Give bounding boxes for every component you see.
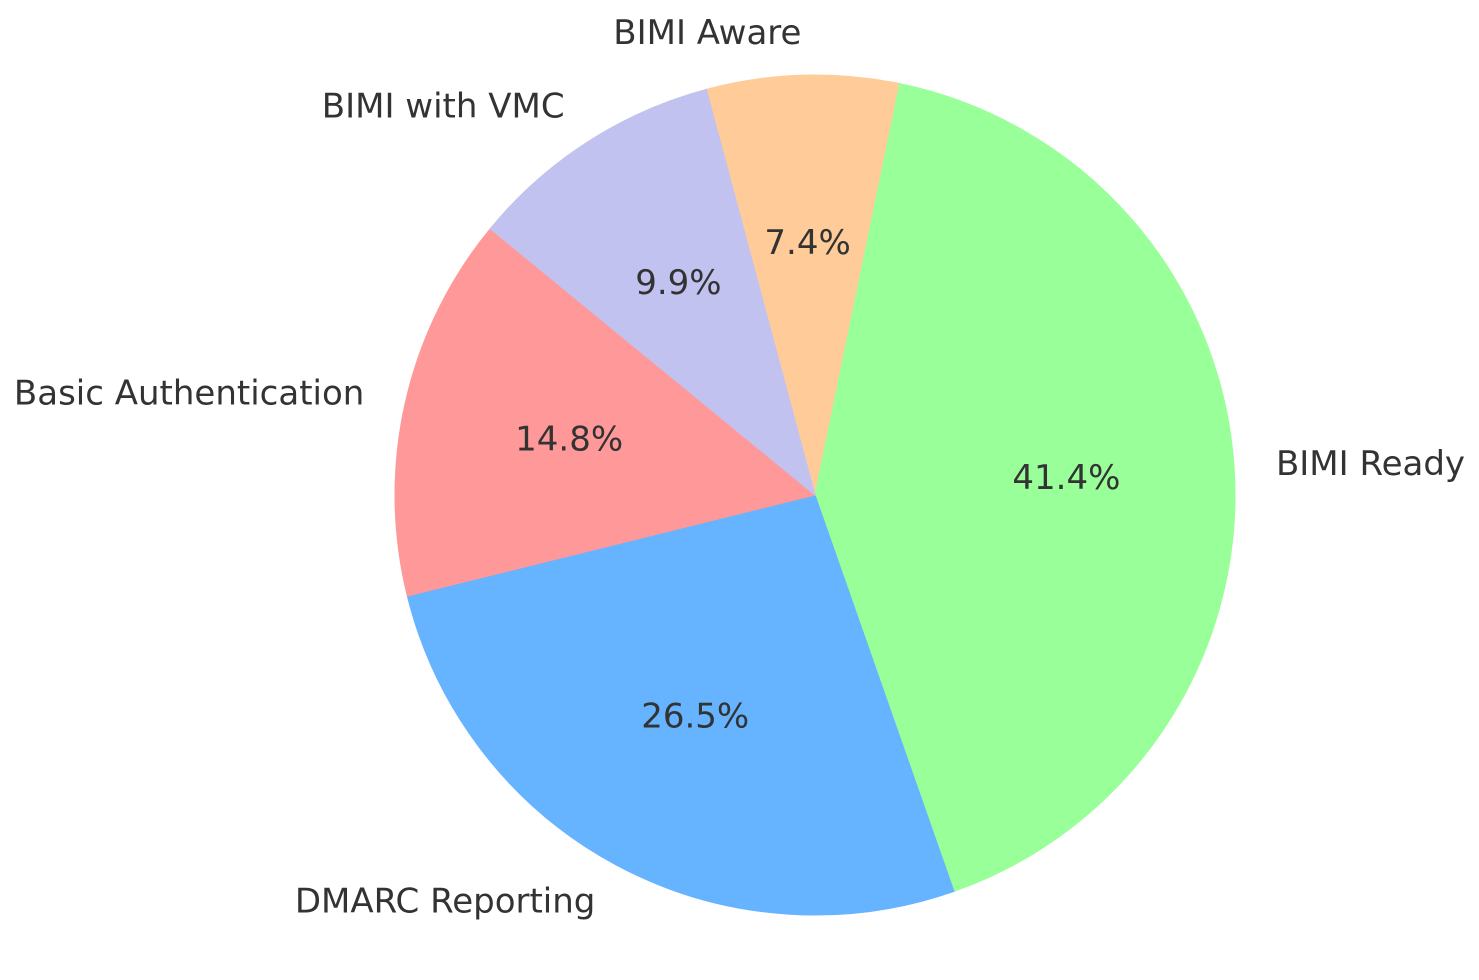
pie-slice-bimi-aware bbox=[705, 74, 901, 496]
pie-label-dmarc-reporting: DMARC Reporting bbox=[295, 881, 596, 921]
pie-label-bimi-aware: BIMI Aware bbox=[613, 13, 801, 53]
pie-pct-bimi-with-vmc: 9.9% bbox=[635, 263, 721, 303]
pie-slice-bimi-ready bbox=[814, 83, 1236, 892]
pie-slice-basic-authentication bbox=[394, 227, 817, 597]
pie-label-basic-authentication: Basic Authentication bbox=[14, 373, 364, 413]
pie-pct-bimi-aware: 7.4% bbox=[764, 223, 850, 263]
pie-label-bimi-ready: BIMI Ready bbox=[1276, 444, 1465, 484]
pie-slice-dmarc-reporting bbox=[406, 494, 955, 916]
pie-slice-bimi-with-vmc bbox=[489, 88, 816, 497]
pie-pct-bimi-ready: 41.4% bbox=[1012, 458, 1120, 498]
pie-pct-dmarc-reporting: 26.5% bbox=[641, 697, 749, 737]
pie-label-bimi-with-vmc: BIMI with VMC bbox=[322, 87, 565, 127]
pie-pct-basic-authentication: 14.8% bbox=[515, 420, 623, 460]
